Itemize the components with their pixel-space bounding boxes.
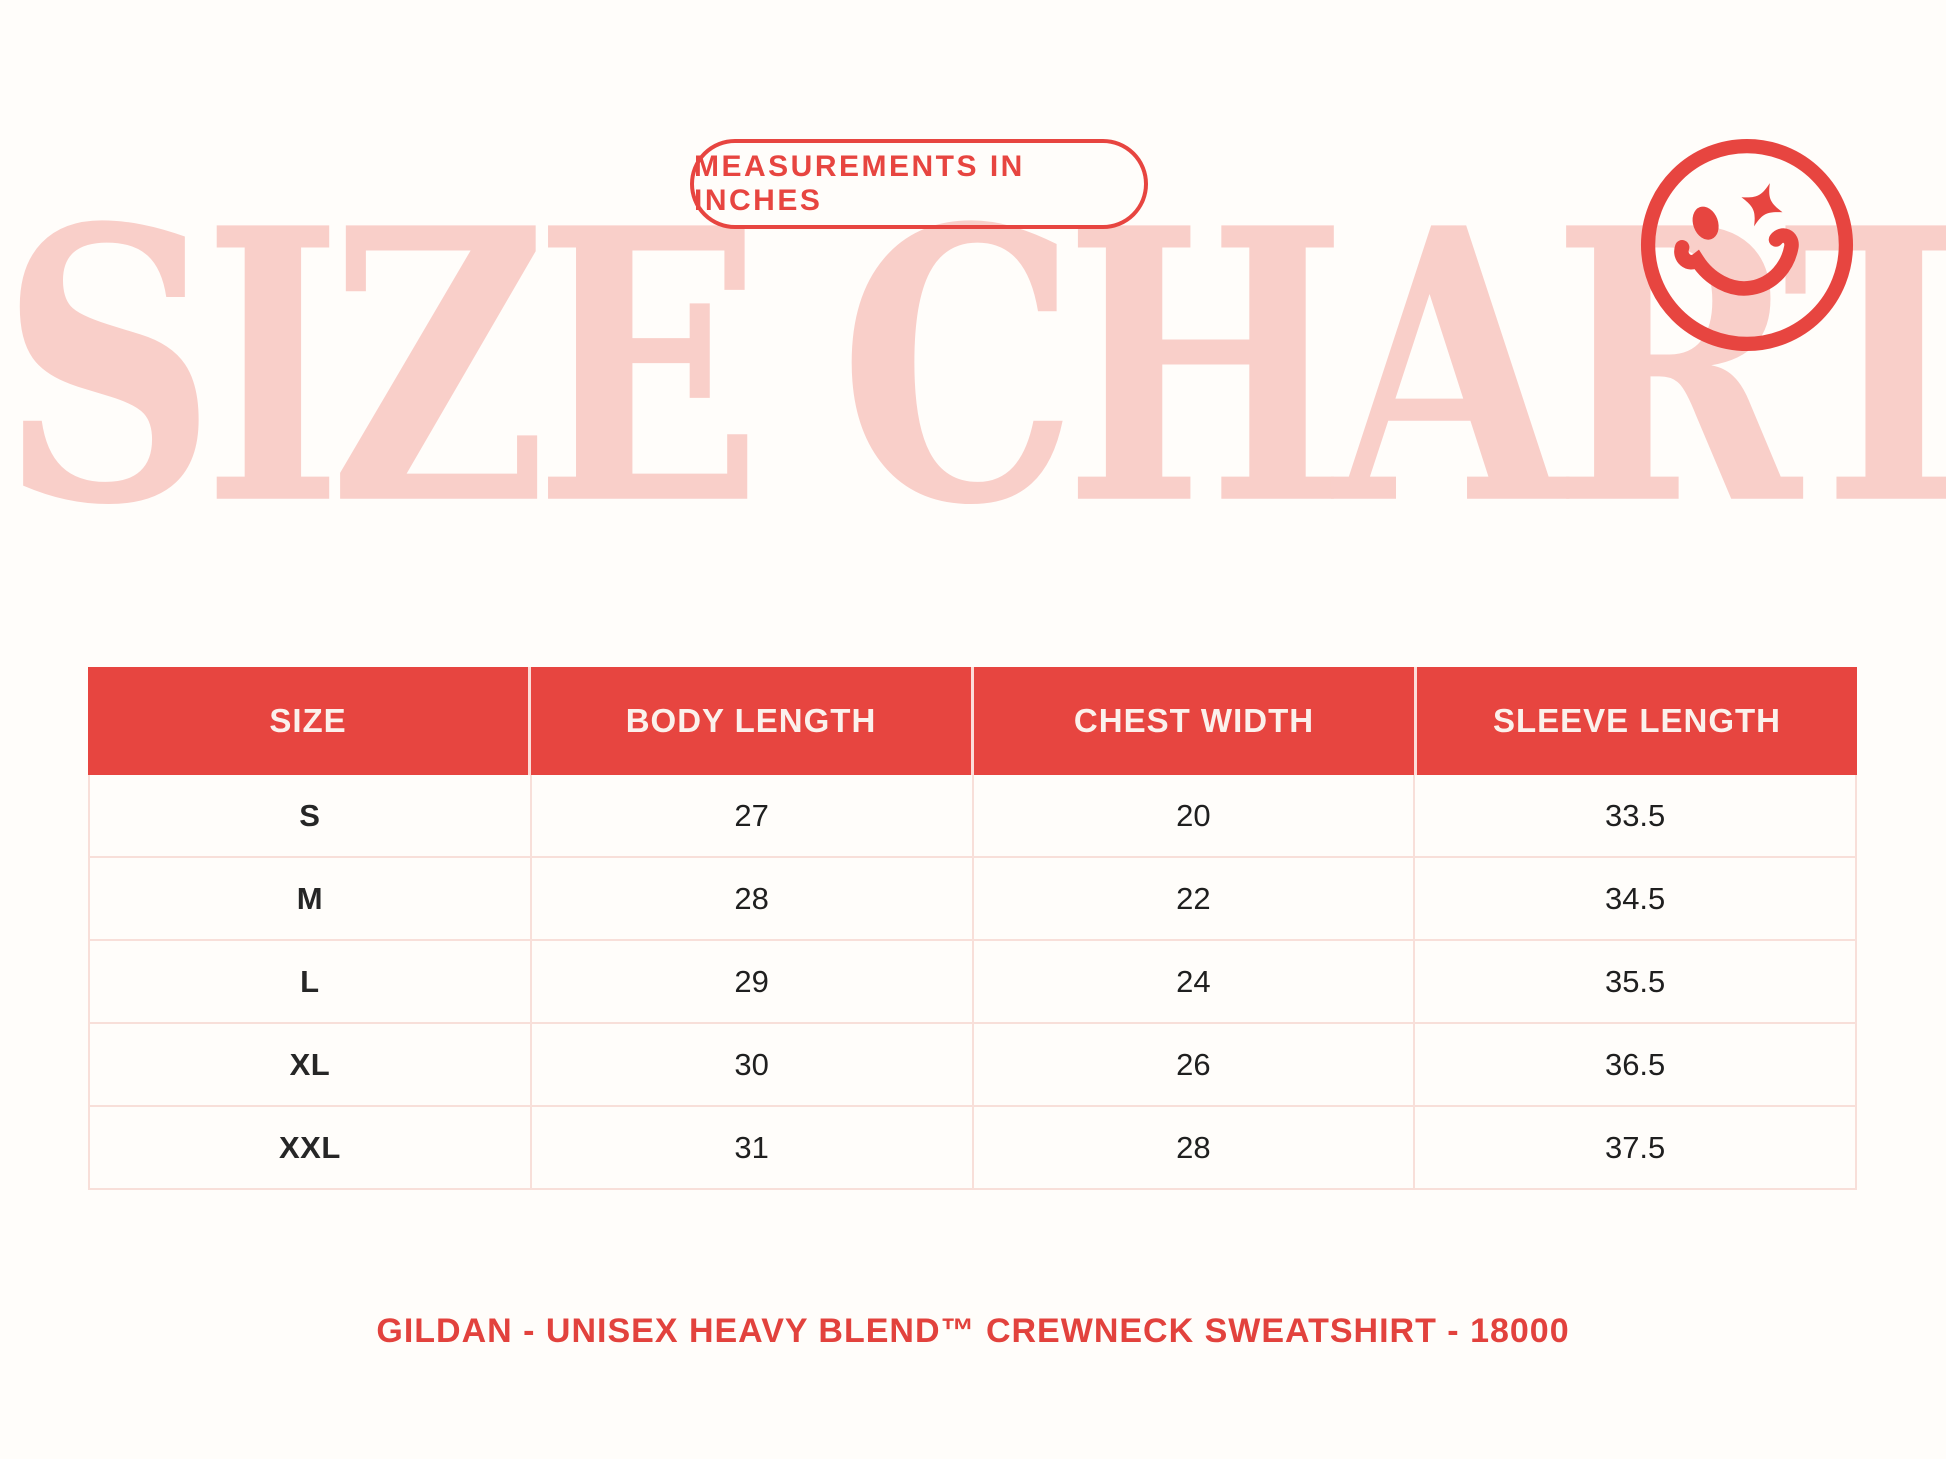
header-cell-chest-width: CHEST WIDTH xyxy=(974,667,1417,775)
body-length-cell: 29 xyxy=(532,941,974,1022)
table-body: S 27 20 33.5 M 28 22 34.5 L 29 24 35.5 X… xyxy=(88,775,1857,1190)
header-cell-size: SIZE xyxy=(88,667,531,775)
sleeve-length-cell: 34.5 xyxy=(1604,880,1666,916)
sleeve-length-cell: 35.5 xyxy=(1604,963,1666,999)
sleeve-length-cell: 33.5 xyxy=(1604,797,1666,833)
header-cell-body-length: BODY LENGTH xyxy=(531,667,974,775)
page-title: SIZE CHART xyxy=(0,146,1946,588)
body-length-cell: 28 xyxy=(532,858,974,939)
size-cell: XXL xyxy=(90,1107,532,1188)
table-row-xl: XL 30 26 36.5 xyxy=(90,1024,1855,1107)
chest-width-cell: 20 xyxy=(974,775,1416,856)
winking-smiley-sparkle-icon xyxy=(1632,130,1862,360)
body-length-cell: 27 xyxy=(532,775,974,856)
header-cell-sleeve-length: SLEEVE LENGTH xyxy=(1492,702,1782,739)
body-length-cell: 31 xyxy=(532,1107,974,1188)
footer-product-name: GILDAN - UNISEX HEAVY BLEND™ CREWNECK SW… xyxy=(376,1312,1570,1350)
size-cell: XL xyxy=(90,1024,532,1105)
body-length-cell: 30 xyxy=(532,1024,974,1105)
size-cell: M xyxy=(90,858,532,939)
chest-width-cell: 24 xyxy=(974,941,1416,1022)
measurements-badge-label: MEASUREMENTS IN INCHES xyxy=(694,150,1025,217)
sleeve-length-cell: 36.5 xyxy=(1604,1046,1666,1082)
chest-width-cell: 26 xyxy=(974,1024,1416,1105)
sleeve-length-cell: 37.5 xyxy=(1604,1129,1666,1165)
table-row-l: L 29 24 35.5 xyxy=(90,941,1855,1024)
measurements-badge: MEASUREMENTS IN INCHES xyxy=(690,139,1148,229)
table-row-xxl: XXL 31 28 37.5 xyxy=(90,1107,1855,1190)
table-row-s: S 27 20 33.5 xyxy=(90,775,1855,858)
size-cell: L xyxy=(90,941,532,1022)
size-cell: S xyxy=(90,775,532,856)
size-table: SIZE BODY LENGTH CHEST WIDTH SLEEVE LENG… xyxy=(88,667,1857,1190)
table-row-m: M 28 22 34.5 xyxy=(90,858,1855,941)
chest-width-cell: 28 xyxy=(974,1107,1416,1188)
table-header-row: SIZE BODY LENGTH CHEST WIDTH SLEEVE LENG… xyxy=(88,667,1857,775)
chest-width-cell: 22 xyxy=(974,858,1416,939)
